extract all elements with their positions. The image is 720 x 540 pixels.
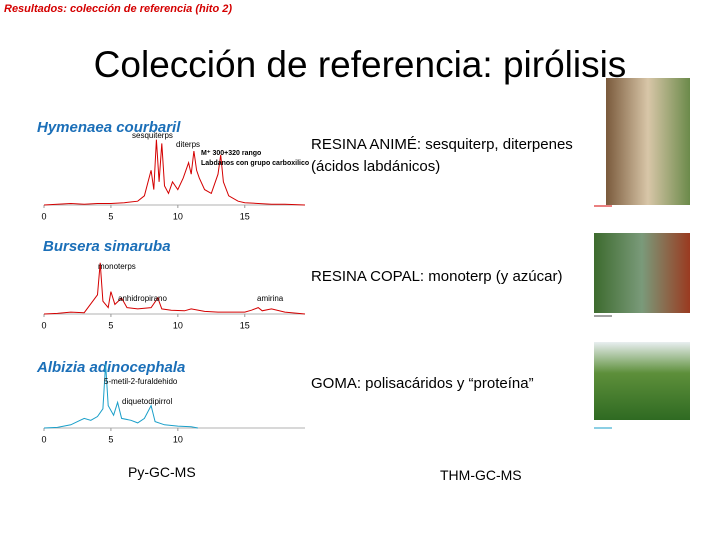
annotation: M⁺ 300+320 rango (201, 150, 261, 157)
description: GOMA: polisacáridos y “proteína” (311, 375, 534, 392)
header: Resultados: colección de referencia (hit… (4, 3, 233, 15)
annotation: diquetodipirrol (122, 397, 172, 406)
annotation: anhidropirano (118, 294, 167, 303)
x-tick-label: 0 (41, 320, 46, 330)
annotation: amirina (257, 294, 284, 303)
annotation: monoterps (98, 262, 136, 271)
x-tick-label: 0 (41, 434, 46, 444)
footer-label: THM-GC-MS (440, 467, 522, 483)
x-tick-label: 10 (173, 211, 183, 221)
annotation: diterps (176, 140, 200, 149)
x-tick-label: 15 (240, 211, 250, 221)
chart-title: Albizia adinocephala (36, 359, 185, 376)
photo (594, 342, 690, 420)
x-tick-label: 5 (108, 211, 113, 221)
chromatogram (43, 363, 198, 429)
x-tick-label: 0 (41, 211, 46, 221)
x-tick-label: 10 (173, 434, 183, 444)
x-tick-label: 5 (108, 320, 113, 330)
chromatogram (43, 139, 306, 206)
footer-label: Py-GC-MS (128, 464, 196, 480)
chart-title: Hymenaea courbaril (37, 119, 181, 136)
annotation: sesquiterps (132, 131, 173, 140)
description: RESINA ANIMÉ: sesquiterp, diterpenes (ác… (311, 136, 573, 175)
description: RESINA COPAL: monoterp (y azúcar) (311, 268, 563, 285)
photo (606, 78, 690, 205)
x-tick-label: 10 (173, 320, 183, 330)
x-tick-label: 5 (108, 434, 113, 444)
chart-title: Bursera simaruba (43, 238, 171, 255)
photo (594, 233, 690, 313)
annotation: 5-metil-2-furaldehido (104, 377, 178, 386)
x-tick-label: 15 (240, 320, 250, 330)
annotation: Labdanos con grupo carboxilico (201, 160, 309, 167)
chromatogram (43, 262, 306, 315)
slide-title: Colección de referencia: pirólisis (93, 44, 627, 85)
